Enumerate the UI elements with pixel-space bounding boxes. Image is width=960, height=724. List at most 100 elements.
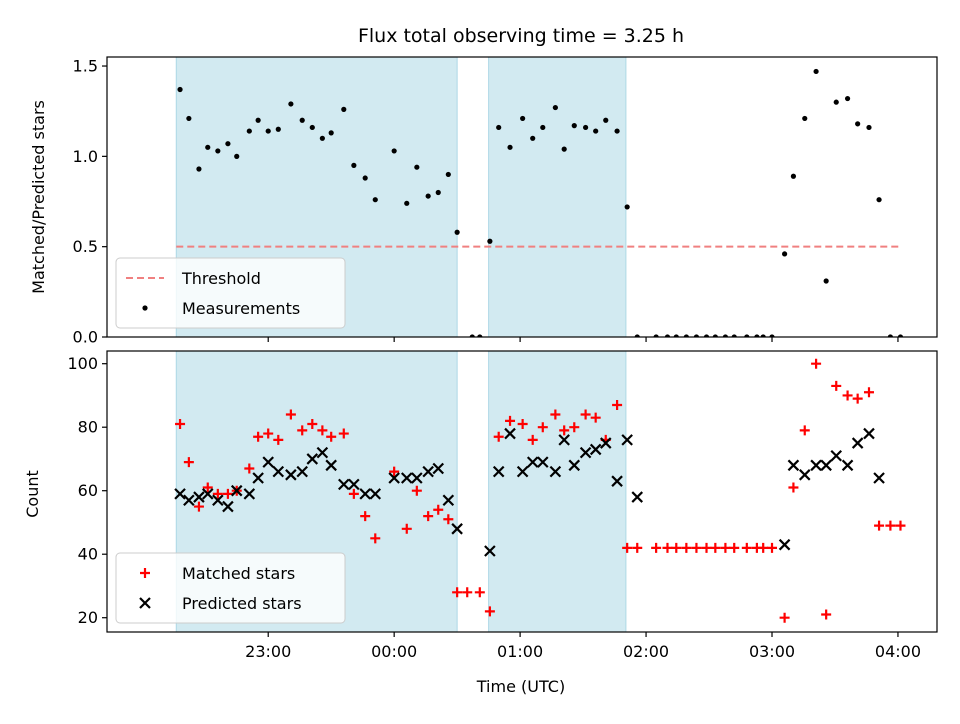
data-point	[285, 469, 297, 481]
data-point	[401, 523, 412, 534]
data-point	[852, 393, 863, 404]
data-point	[370, 533, 381, 544]
data-point	[201, 488, 214, 500]
data-point	[874, 520, 885, 531]
data-point	[193, 501, 204, 512]
data-point	[452, 587, 463, 598]
data-point	[778, 538, 791, 551]
chart-title: Flux total observing time = 3.25 h	[358, 25, 684, 47]
legend: Threshold Measurements	[115, 257, 346, 329]
data-point	[273, 434, 284, 445]
data-point	[202, 482, 213, 493]
data-point	[810, 459, 822, 472]
data-point	[720, 542, 731, 553]
data-point	[767, 542, 778, 553]
data-point	[788, 482, 799, 493]
data-point	[341, 106, 347, 112]
data-point	[758, 542, 769, 553]
data-point	[583, 124, 589, 131]
data-point	[174, 488, 186, 500]
data-point	[782, 251, 788, 257]
x-tick-label: 00:00	[371, 642, 417, 661]
data-point	[422, 465, 434, 478]
data-point	[571, 123, 577, 129]
data-point	[614, 128, 620, 134]
data-point	[741, 542, 752, 553]
data-point	[484, 545, 496, 557]
plot-area	[174, 358, 906, 623]
data-point	[590, 412, 601, 423]
legend-swatch	[142, 305, 148, 311]
data-point	[559, 425, 570, 436]
data-point	[820, 459, 832, 472]
data-point	[309, 124, 315, 131]
data-point	[550, 409, 561, 420]
y-tick-label: 0.0	[73, 328, 98, 347]
data-point	[462, 587, 473, 598]
data-point	[338, 478, 350, 491]
data-point	[222, 488, 233, 499]
legend: Matched stars Predicted stars	[115, 552, 346, 624]
data-point	[662, 542, 673, 553]
data-point	[866, 124, 872, 131]
data-point	[552, 104, 558, 111]
data-point	[683, 334, 689, 337]
data-point	[348, 478, 360, 491]
data-point	[580, 409, 591, 420]
x-tick-label: 04:00	[875, 642, 921, 661]
data-point	[183, 494, 195, 507]
data-point	[326, 431, 337, 442]
data-point	[851, 437, 864, 449]
data-point	[631, 491, 644, 503]
data-point	[307, 419, 318, 430]
data-point	[246, 128, 252, 134]
data-point	[779, 612, 790, 623]
data-point	[414, 164, 420, 170]
data-point	[855, 121, 861, 127]
data-point	[484, 606, 495, 617]
data-point	[520, 115, 526, 122]
data-point	[362, 175, 368, 181]
data-point	[673, 334, 679, 337]
y-tick-label: 40	[78, 545, 98, 564]
data-point	[474, 587, 485, 598]
data-point	[703, 334, 710, 337]
data-point	[351, 162, 357, 168]
x-tick-label: 01:00	[497, 642, 543, 661]
x-tick-label: 02:00	[623, 642, 669, 661]
data-point	[265, 128, 271, 134]
data-point	[821, 609, 832, 620]
data-point	[895, 520, 906, 531]
data-point	[186, 115, 192, 122]
data-point	[611, 475, 623, 487]
data-point	[338, 428, 349, 439]
legend-swatch	[139, 597, 151, 609]
data-point	[275, 126, 281, 132]
y-tick-label: 1.0	[73, 147, 98, 166]
data-point	[487, 238, 493, 244]
data-point	[863, 387, 874, 398]
data-point	[876, 197, 882, 203]
legend-swatch	[140, 568, 150, 578]
data-point	[830, 450, 843, 462]
y-axis-label-top: Matched/Predicted stars	[29, 100, 48, 294]
data-point	[296, 465, 308, 478]
data-point	[621, 434, 633, 446]
data-point	[561, 146, 567, 152]
data-point	[477, 334, 483, 337]
data-point	[505, 415, 516, 426]
data-point	[222, 500, 234, 513]
data-point	[653, 334, 659, 337]
data-point	[516, 465, 529, 478]
data-point	[651, 542, 662, 553]
data-point	[391, 148, 397, 154]
y-tick-label: 80	[78, 418, 98, 437]
data-point	[306, 453, 319, 465]
legend-box	[115, 257, 346, 329]
data-point	[230, 484, 243, 497]
data-point	[425, 193, 431, 199]
data-point	[540, 124, 546, 131]
data-point	[885, 520, 896, 531]
data-point	[603, 117, 609, 123]
